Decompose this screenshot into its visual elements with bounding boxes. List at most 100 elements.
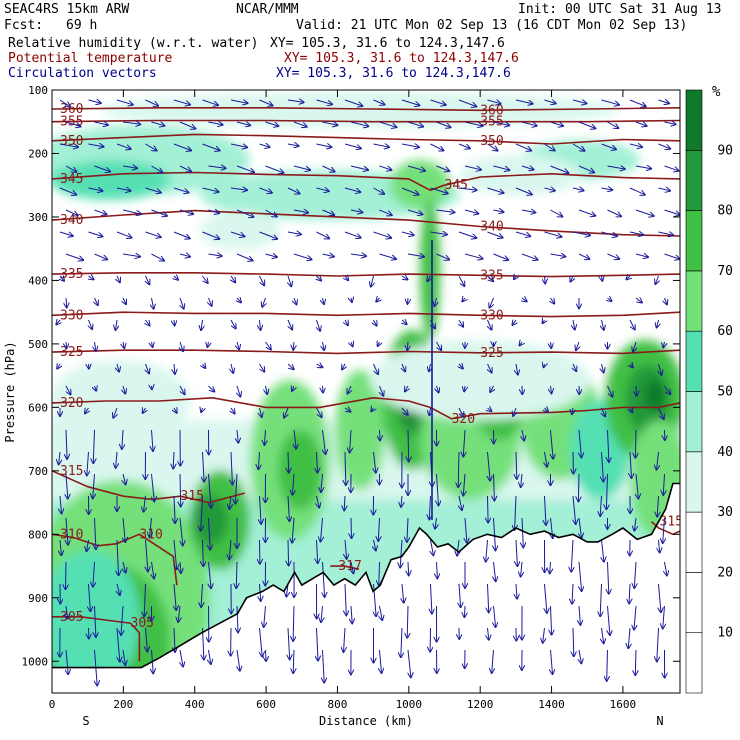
circulation-vector — [174, 408, 177, 413]
theta-contour-label: 305 — [131, 616, 154, 631]
circulation-vector — [344, 495, 345, 510]
circulation-vector — [293, 121, 307, 127]
circulation-vector — [407, 605, 408, 638]
circulation-vector — [374, 319, 377, 326]
circulation-vector — [117, 583, 120, 595]
circulation-vector — [655, 275, 658, 284]
rh-region — [192, 495, 228, 545]
circulation-vector — [458, 143, 470, 148]
circulation-vector — [174, 363, 175, 374]
y-tick-label: 300 — [28, 211, 48, 224]
circulation-vector — [664, 253, 680, 259]
theta-contour-label: 320 — [60, 396, 83, 411]
circulation-vector — [180, 649, 183, 667]
circulation-vector — [259, 99, 273, 106]
circulation-vector — [316, 188, 329, 191]
theta-contour-label: 360 — [60, 102, 83, 117]
circulation-vector — [321, 517, 323, 541]
circulation-vector — [664, 165, 679, 171]
circulation-vector — [260, 627, 263, 656]
circulation-vector — [208, 385, 215, 392]
circulation-vector — [607, 649, 608, 681]
circulation-vector — [180, 517, 183, 545]
circulation-vector — [374, 583, 377, 616]
circulation-vector — [208, 210, 220, 213]
circulation-vector — [435, 297, 437, 306]
circulation-vector — [572, 407, 573, 414]
circulation-vector — [66, 341, 67, 348]
circulation-vector — [602, 539, 604, 562]
theta-contour-label: 340 — [60, 213, 83, 228]
theta-contour-label: 345 — [445, 178, 468, 193]
circulation-vector — [173, 99, 190, 105]
circulation-vector — [316, 407, 322, 417]
circulation-vector — [436, 210, 455, 212]
circulation-vector — [146, 539, 148, 571]
theta-contour-label: 310 — [139, 527, 162, 542]
circulation-vector — [66, 605, 68, 619]
circulation-vector — [663, 342, 664, 347]
circulation-vector — [201, 495, 203, 531]
circulation-vector — [266, 649, 267, 661]
circulation-vector — [152, 342, 153, 347]
circulation-vector — [292, 473, 294, 495]
circulation-vector — [664, 385, 671, 394]
circulation-vector — [374, 539, 376, 550]
circulation-vector — [458, 99, 476, 107]
circulation-vector — [551, 649, 553, 674]
circulation-vector — [658, 100, 670, 103]
circulation-vector — [180, 341, 183, 351]
circulation-vector — [607, 253, 620, 259]
circulation-vector — [551, 385, 552, 393]
circulation-vector — [657, 319, 659, 328]
circulation-vector — [488, 451, 491, 481]
circulation-vector — [345, 276, 348, 280]
circulation-vector — [201, 408, 202, 412]
circulation-vector — [464, 253, 483, 259]
circulation-vector — [208, 342, 209, 347]
circulation-vector — [408, 649, 411, 677]
x-tick-label: 1600 — [610, 698, 637, 711]
y-axis: 100 200 300 400 500 600 700 800 900 1000 — [22, 84, 680, 668]
circulation-vector — [402, 320, 407, 324]
circulation-vector — [93, 473, 95, 498]
theta-contour — [52, 119, 680, 123]
circulation-vector — [488, 627, 489, 640]
x-tick-label: 1400 — [538, 698, 565, 711]
rh-region — [335, 370, 385, 490]
circulation-vector — [571, 539, 573, 572]
theta-contour-label: 360 — [480, 103, 503, 118]
circulation-vector — [342, 364, 345, 370]
circulation-vector — [629, 319, 635, 330]
circulation-vector — [407, 165, 425, 171]
circulation-vector — [56, 320, 60, 324]
circulation-vector — [293, 210, 308, 213]
circulation-vector — [407, 254, 424, 257]
x-tick-label: 1000 — [396, 698, 423, 711]
circulation-vector — [174, 583, 176, 610]
circulation-vector — [123, 297, 126, 304]
circulation-vector — [494, 473, 495, 501]
circulation-vector — [145, 231, 161, 237]
circulation-vector — [287, 187, 300, 194]
circulation-vector — [578, 253, 589, 259]
circulation-vector — [493, 253, 509, 260]
circulation-vector — [607, 385, 613, 397]
circulation-vector — [322, 165, 335, 172]
theta-contour — [52, 396, 680, 420]
circulation-vector — [266, 385, 268, 394]
circulation-vector — [634, 517, 636, 531]
y-tick-label: 900 — [28, 592, 48, 605]
circulation-vector — [65, 253, 83, 260]
circulation-vector — [264, 429, 265, 445]
circulation-vector — [237, 605, 238, 632]
circulation-vector — [664, 209, 680, 215]
theta-contour-label: 310 — [60, 527, 83, 542]
circulation-vector — [287, 232, 301, 234]
circulation-vector — [236, 165, 254, 172]
circulation-vector — [579, 517, 582, 538]
colorbar-bin — [685, 330, 703, 392]
circulation-vector — [152, 473, 155, 501]
circulation-vector — [230, 100, 248, 103]
circulation-vector — [287, 144, 299, 146]
